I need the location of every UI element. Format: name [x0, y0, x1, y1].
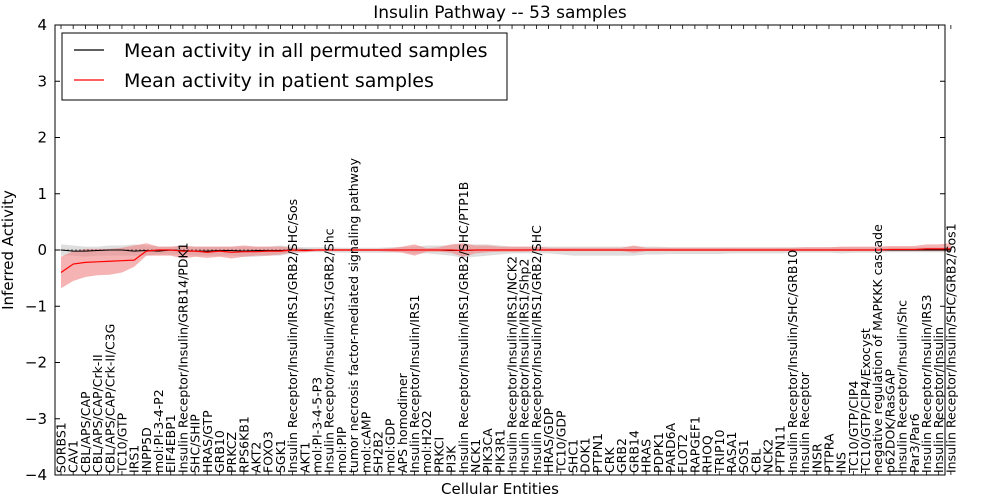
category-label: CBL/APS/CAP [78, 391, 93, 473]
category-label: GRB14 [626, 430, 641, 473]
category-label: mol:PI-3-4-5-P3 [309, 377, 324, 473]
category-label: mol:PIP [334, 426, 349, 473]
category-label: Insulin Receptor/Insulin/IRS1/GRB2/SHC [529, 225, 544, 473]
category-label: Insulin Receptor/Insulin/SHC/GRB10 [785, 250, 800, 473]
legend: Mean activity in all permuted samples Me… [61, 32, 508, 101]
category-label: EIF4EBP1 [163, 414, 178, 473]
category-label: mol:H2O2 [419, 410, 434, 473]
category-label: Insulin Receptor/Insulin/IRS1/GRB2/SHC/P… [456, 182, 471, 473]
category-label: CBL/APS/CAP/Crk-II/C3G [102, 324, 117, 473]
category-label: CRK [602, 447, 617, 473]
category-label: Insulin Receptor/Insulin/IRS1/NCK2 [505, 256, 520, 473]
category-label: Insulin Receptor [797, 371, 812, 473]
category-label: DOK1 [578, 437, 593, 473]
category-label: PI3K [444, 445, 459, 473]
x-axis [60, 25, 952, 475]
category-label: HRAS/GTP [200, 410, 215, 473]
category-label: AKT2 [249, 442, 264, 473]
category-label: Insulin Receptor/Insulin/Shc [895, 300, 910, 473]
category-labels: SORBS1CAV1CBL/APS/CAPCBL/APS/CAP/Crk-IIC… [54, 157, 959, 474]
category-label: tumor necrosis factor-mediated signaling… [346, 157, 361, 473]
category-label: TC10/GTP/CIP4/Exocyst [858, 328, 873, 474]
y-tick-label: 3 [37, 72, 47, 90]
y-tick-label: −1 [25, 297, 47, 315]
category-label: CAV1 [66, 440, 81, 473]
y-tick-label: −3 [25, 410, 47, 428]
category-label: SHC1 [565, 439, 580, 473]
x-axis-label: Cellular Entities [441, 480, 559, 498]
y-tick-label: 1 [37, 185, 47, 203]
category-label: Insulin Receptor/Insulin/IRS1/GRB2/Shc [322, 228, 337, 473]
category-label: TRIP10 [712, 430, 727, 474]
category-label: AKT1 [297, 442, 312, 473]
legend-label-patient: Mean activity in patient samples [124, 70, 434, 92]
category-label: CBL/APS/CAP/Crk-II [90, 354, 105, 473]
y-tick-label: −2 [25, 354, 47, 372]
category-label: SHC/SHIP [188, 414, 203, 473]
category-label: TC10/GTP [114, 412, 129, 474]
category-label: Insulin Receptor/Insulin/IRS1/Shp2 [517, 259, 532, 473]
category-label: Insulin Receptor/Insulin/IRS1 [407, 295, 422, 473]
category-label: PIK3CA [480, 428, 495, 473]
category-label: mol:PI-3-4-P2 [151, 389, 166, 473]
category-label: Insulin Receptor/Insulin/GRB14/PDK1 [175, 242, 190, 473]
category-label: PTPRA [821, 433, 836, 473]
category-label: mol:GDP [383, 418, 398, 473]
category-label: APS homodimer [395, 372, 410, 473]
category-label: GRB10 [212, 430, 227, 473]
category-label: PDPK1 [651, 432, 666, 473]
category-label: IRS1 [127, 445, 142, 473]
category-label: INPP5D [139, 427, 154, 473]
category-label: Insulin Receptor/Insulin [931, 327, 946, 473]
category-label: GRB2 [614, 438, 629, 473]
category-label: PRKCI [431, 437, 446, 473]
category-label: INS [834, 452, 849, 473]
category-label: Insulin Receptor/Insulin/IRS1/GRB2/SHC/S… [285, 199, 300, 473]
category-label: PTPN11 [773, 425, 788, 473]
category-label: HRAS [639, 439, 654, 473]
category-label: SGK1 [273, 439, 288, 473]
category-label: SORBS1 [54, 422, 69, 473]
confidence-bands [61, 243, 951, 289]
category-label: SH2B2 [370, 431, 385, 473]
y-axis-label: Inferred Activity [0, 190, 17, 310]
category-label: RHOQ [700, 435, 715, 473]
chart-title: Insulin Pathway -- 53 samples [373, 3, 627, 23]
category-label: FLOT2 [675, 434, 690, 473]
category-label: FOXO3 [261, 431, 276, 473]
legend-label-permuted: Mean activity in all permuted samples [124, 40, 487, 62]
category-label: SOS1 [736, 439, 751, 473]
category-label: INSR [809, 443, 824, 473]
y-axis: −4 −3 −2 −1 0 1 2 3 4 [25, 16, 945, 484]
category-label: Insulin Receptor/Insulin/SHC/GRB2/Sos1 [943, 223, 958, 473]
category-label: mol:cAMP [358, 411, 373, 473]
category-label: PRKCZ [224, 432, 239, 473]
category-label: NCK1 [468, 439, 483, 473]
y-tick-label: 0 [37, 241, 47, 259]
line-patient [60, 248, 951, 273]
category-label: p62DOK/RasGAP [882, 368, 897, 473]
category-label: PARD6A [663, 422, 678, 473]
category-label: RAPGEF1 [687, 416, 702, 473]
category-label: TC10/GTP/CIP4 [846, 381, 861, 474]
category-label: HRAS/GDP [541, 407, 556, 473]
y-tick-label: 4 [37, 16, 47, 34]
category-label: PTPN1 [590, 433, 605, 473]
category-label: PIK3R1 [492, 429, 507, 473]
y-tick-label: −4 [25, 466, 47, 484]
category-label: Insulin Receptor/Insulin/IRS3 [919, 295, 934, 473]
legend-box [61, 32, 508, 101]
category-label: TC10/GDP [553, 410, 568, 474]
category-label: Par3/Par6 [907, 413, 922, 473]
category-label: negative regulation of MAPKKK cascade [870, 224, 885, 473]
category-label: RASA1 [724, 432, 739, 473]
category-label: RPS6KB1 [236, 416, 251, 473]
band-patient [61, 243, 951, 289]
y-tick-label: 2 [37, 129, 47, 147]
category-label: NCK2 [761, 439, 776, 473]
category-label: CBL [748, 449, 763, 473]
series-lines [60, 248, 951, 273]
